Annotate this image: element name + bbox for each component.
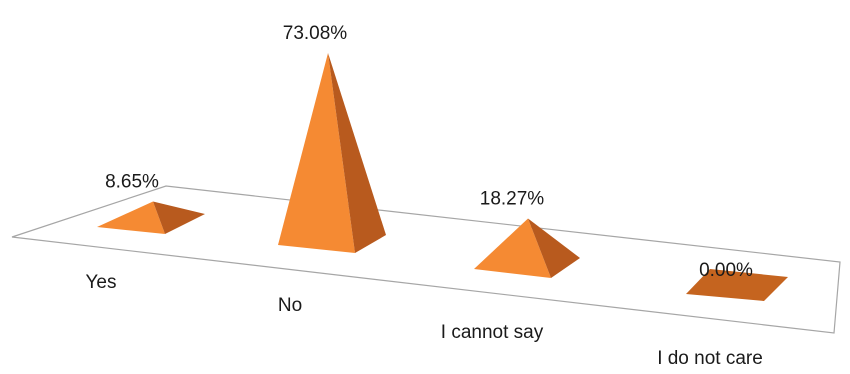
pyramid-bar-3-front — [474, 218, 551, 278]
pyramid-bar-1-side — [153, 201, 205, 234]
pyramid-bar-2-front — [278, 53, 355, 253]
pyramid-bar-3-side — [528, 218, 580, 278]
chart-marks — [97, 53, 788, 301]
category-label-3: I cannot say — [441, 322, 544, 343]
data-label-1: 8.65% — [105, 172, 159, 193]
category-label-4: I do not care — [657, 348, 763, 369]
data-label-2: 73.08% — [283, 23, 348, 44]
pyramid-bar-4 — [686, 269, 788, 301]
chart-floor — [11, 185, 841, 334]
pyramid-bar-1-front — [97, 201, 165, 234]
category-label-2: No — [278, 295, 302, 316]
category-label-1: Yes — [86, 272, 117, 293]
data-label-3: 18.27% — [480, 189, 545, 210]
pyramid-bar-2-side — [328, 53, 386, 253]
data-label-4: 0.00% — [699, 260, 753, 281]
chart-labels: 8.65% Yes 73.08% No 18.27% I cannot say 0.00% I… — [86, 23, 763, 369]
